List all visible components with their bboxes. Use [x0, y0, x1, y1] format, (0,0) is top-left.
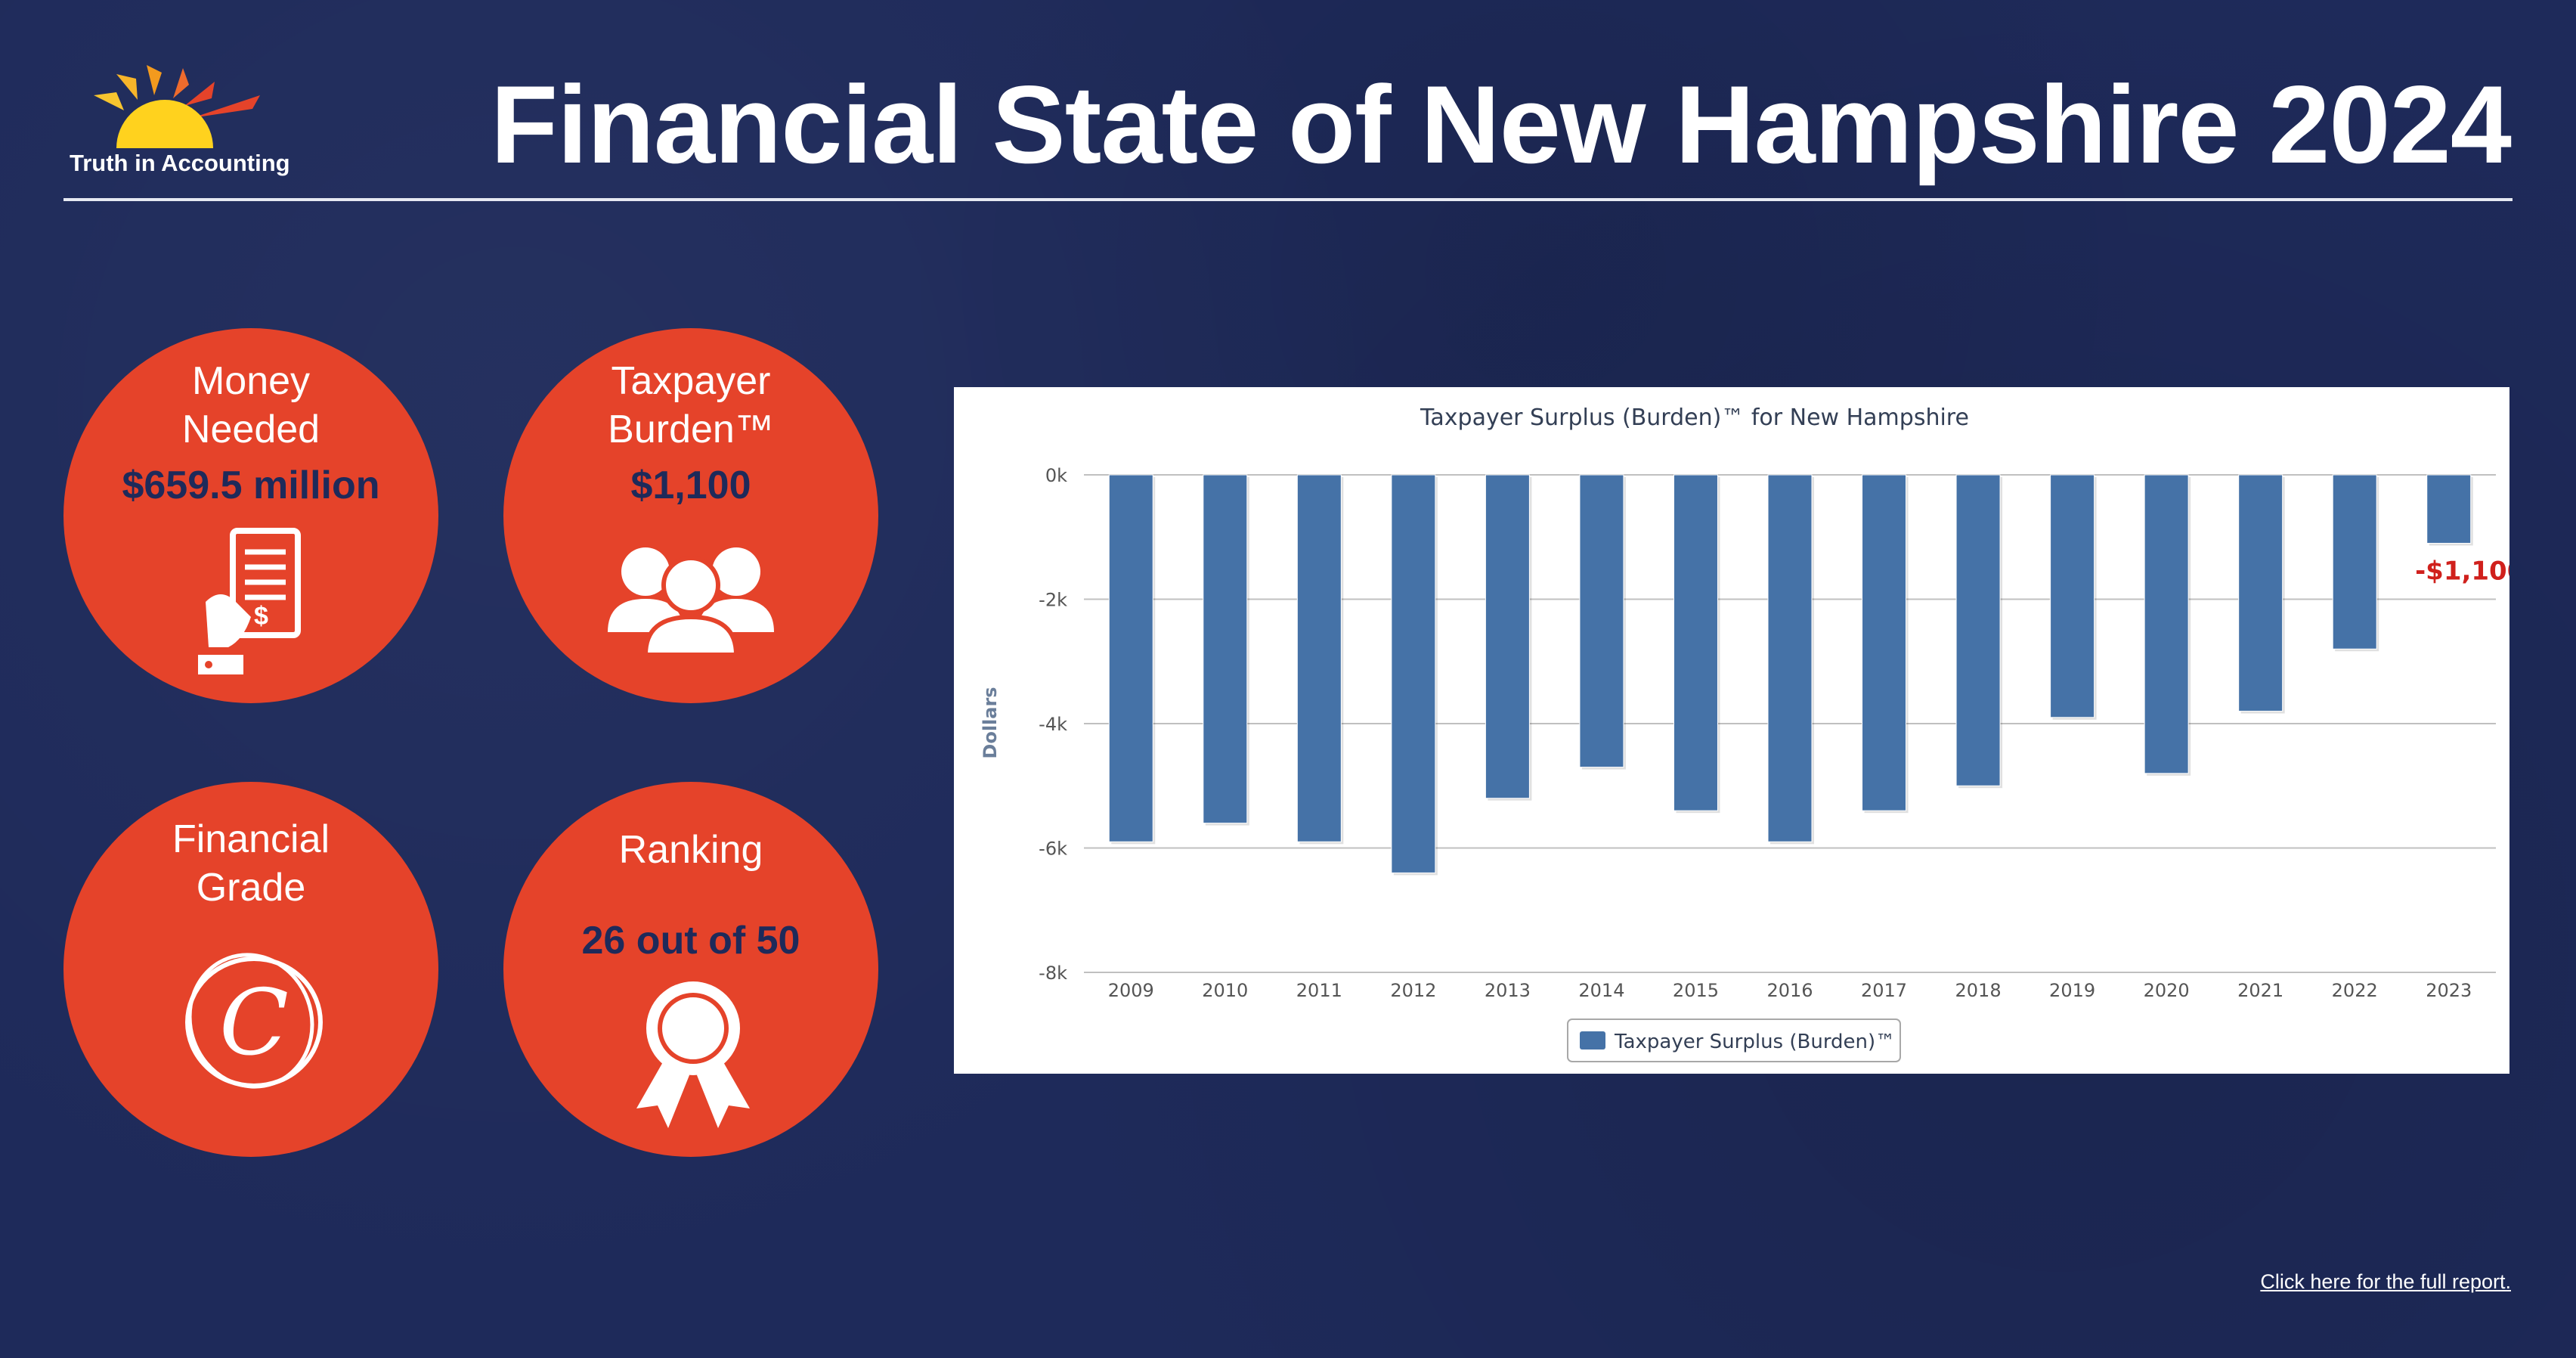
taxpayer-burden-label-line1: Taxpayer: [611, 359, 771, 403]
bar-2022[interactable]: [2332, 474, 2377, 650]
y-tick-label: 0k: [1045, 465, 1067, 486]
title-divider: [63, 198, 2513, 201]
full-report-link[interactable]: Click here for the full report.: [2260, 1270, 2511, 1293]
legend-label: Taxpayer Surplus (Burden)™: [1614, 1031, 1895, 1053]
taxpayer-burden-circle: Taxpayer Burden™ $1,100: [503, 328, 878, 703]
bar-2023[interactable]: [2426, 474, 2472, 544]
financial-grade-circle: Financial Grade C: [63, 782, 438, 1157]
logo-text: Truth in Accounting: [70, 150, 290, 176]
ranking-circle: Ranking 26 out of 50: [503, 782, 878, 1157]
y-tick-label: -2k: [1039, 590, 1067, 611]
sunrise-icon: [94, 65, 260, 148]
award-ribbon-icon: [636, 980, 750, 1135]
bar-2021[interactable]: [2238, 474, 2283, 712]
x-tick-label: 2018: [1955, 980, 2002, 1001]
bar-2020[interactable]: [2144, 474, 2189, 774]
money-needed-circle: Money Needed $659.5 million $: [63, 328, 438, 703]
financial-grade-label-line1: Financial: [172, 817, 330, 861]
bar-2017[interactable]: [1862, 474, 1907, 811]
x-tick-label: 2012: [1390, 980, 1436, 1001]
chart-title: Taxpayer Surplus (Burden)™ for New Hamps…: [1420, 405, 1969, 431]
ranking-label: Ranking: [618, 828, 763, 872]
x-tick-label: 2022: [2332, 980, 2378, 1001]
bar-2013[interactable]: [1485, 474, 1530, 799]
truth-in-accounting-logo: Truth in Accounting: [63, 65, 305, 178]
y-tick-label: -8k: [1039, 963, 1067, 984]
x-tick-label: 2020: [2144, 980, 2190, 1001]
x-tick-label: 2015: [1673, 980, 1719, 1001]
bar-2012[interactable]: [1391, 474, 1436, 873]
x-tick-label: 2009: [1108, 980, 1154, 1001]
bar-2018[interactable]: [1955, 474, 2001, 786]
receipt-hand-icon: $: [198, 526, 311, 681]
svg-text:C: C: [219, 971, 289, 1076]
x-tick-label: 2021: [2237, 980, 2283, 1001]
grade-c-icon: C: [175, 950, 334, 1097]
data-label-annotation: -$1,100: [2415, 556, 2509, 586]
x-tick-label: 2023: [2426, 980, 2472, 1001]
x-tick-label: 2014: [1578, 980, 1624, 1001]
y-tick-label: -6k: [1039, 839, 1067, 860]
x-tick-label: 2011: [1296, 980, 1342, 1001]
money-needed-label-line1: Money: [191, 359, 311, 403]
bar-2019[interactable]: [2050, 474, 2095, 718]
y-tick-label: -4k: [1039, 714, 1067, 735]
ranking-value: 26 out of 50: [581, 919, 800, 963]
bar-2010[interactable]: [1203, 474, 1248, 824]
chart-canvas: Taxpayer Surplus (Burden)™ for New Hamps…: [980, 405, 2509, 1062]
x-tick-label: 2010: [1202, 980, 1248, 1001]
x-tick-label: 2013: [1485, 980, 1531, 1001]
legend-swatch: [1580, 1031, 1605, 1050]
bar-2011[interactable]: [1296, 474, 1342, 842]
y-axis-label: Dollars: [980, 687, 1001, 758]
people-group-icon: [608, 541, 774, 659]
taxpayer-burden-label-line2: Burden™: [608, 408, 774, 451]
x-tick-label: 2016: [1766, 980, 1813, 1001]
money-needed-label-line2: Needed: [181, 408, 320, 451]
taxpayer-burden-value: $1,100: [630, 464, 751, 507]
chart-legend[interactable]: Taxpayer Surplus (Burden)™: [1567, 1018, 1901, 1062]
money-needed-value: $659.5 million: [122, 464, 380, 507]
x-tick-label: 2017: [1861, 980, 1907, 1001]
taxpayer-burden-chart: Taxpayer Surplus (Burden)™ for New Hamps…: [954, 387, 2509, 1074]
bar-2009[interactable]: [1108, 474, 1153, 842]
bar-2015[interactable]: [1673, 474, 1718, 811]
bar-2016[interactable]: [1767, 474, 1813, 842]
page-title: Financial State of New Hampshire 2024: [490, 63, 2512, 186]
financial-grade-label-line2: Grade: [196, 866, 306, 910]
bar-2014[interactable]: [1579, 474, 1624, 768]
svg-text:$: $: [254, 602, 268, 631]
x-tick-label: 2019: [2049, 980, 2095, 1001]
